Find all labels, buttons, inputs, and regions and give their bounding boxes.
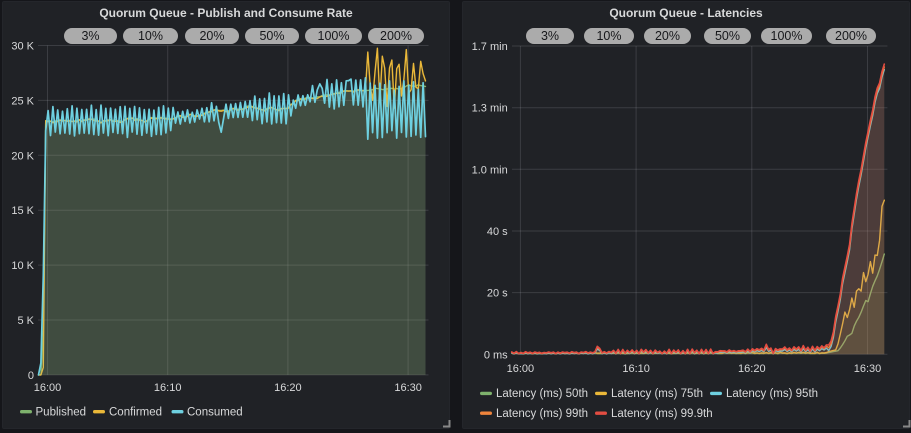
svg-text:16:20: 16:20 — [738, 363, 766, 375]
svg-text:Confirmed: Confirmed — [109, 407, 162, 419]
svg-text:40 s: 40 s — [487, 226, 508, 238]
svg-text:0: 0 — [28, 370, 34, 382]
svg-text:5 K: 5 K — [17, 315, 34, 327]
svg-text:Latency (ms) 99.9th: Latency (ms) 99.9th — [611, 408, 713, 420]
svg-text:Quorum Queue - Publish and Con: Quorum Queue - Publish and Consume Rate — [99, 6, 353, 20]
svg-text:20%: 20% — [199, 29, 224, 43]
svg-text:100%: 100% — [318, 29, 350, 43]
svg-text:10 K: 10 K — [11, 260, 34, 272]
svg-text:50%: 50% — [259, 29, 284, 43]
svg-text:1.3 min: 1.3 min — [472, 103, 508, 115]
svg-text:3%: 3% — [541, 29, 559, 43]
svg-text:0 ms: 0 ms — [484, 349, 508, 361]
svg-text:Latency (ms) 99th: Latency (ms) 99th — [496, 408, 588, 420]
svg-text:200%: 200% — [380, 29, 412, 43]
svg-text:15 K: 15 K — [11, 205, 34, 217]
svg-text:16:10: 16:10 — [622, 363, 650, 375]
svg-text:Consumed: Consumed — [187, 407, 243, 419]
svg-text:Quorum Queue - Latencies: Quorum Queue - Latencies — [609, 6, 763, 20]
svg-text:20%: 20% — [655, 29, 680, 43]
svg-text:16:30: 16:30 — [394, 382, 422, 394]
svg-text:20 s: 20 s — [487, 288, 508, 300]
svg-text:16:10: 16:10 — [154, 382, 182, 394]
svg-text:16:00: 16:00 — [507, 363, 535, 375]
svg-text:Latency (ms) 50th: Latency (ms) 50th — [496, 388, 588, 400]
svg-text:1.0 min: 1.0 min — [472, 164, 508, 176]
svg-text:16:00: 16:00 — [34, 382, 62, 394]
svg-text:25 K: 25 K — [11, 95, 34, 107]
svg-text:10%: 10% — [138, 29, 163, 43]
svg-text:1.7 min: 1.7 min — [472, 41, 508, 53]
svg-text:3%: 3% — [81, 29, 99, 43]
svg-text:20 K: 20 K — [11, 150, 34, 162]
svg-text:16:30: 16:30 — [854, 363, 882, 375]
svg-text:Latency (ms) 95th: Latency (ms) 95th — [726, 388, 818, 400]
svg-text:Latency (ms) 75th: Latency (ms) 75th — [611, 388, 703, 400]
svg-text:30 K: 30 K — [11, 41, 34, 53]
svg-text:Published: Published — [36, 407, 87, 419]
svg-text:50%: 50% — [715, 29, 740, 43]
svg-text:200%: 200% — [835, 29, 867, 43]
svg-text:10%: 10% — [596, 29, 621, 43]
svg-text:16:20: 16:20 — [274, 382, 302, 394]
svg-text:100%: 100% — [771, 29, 803, 43]
